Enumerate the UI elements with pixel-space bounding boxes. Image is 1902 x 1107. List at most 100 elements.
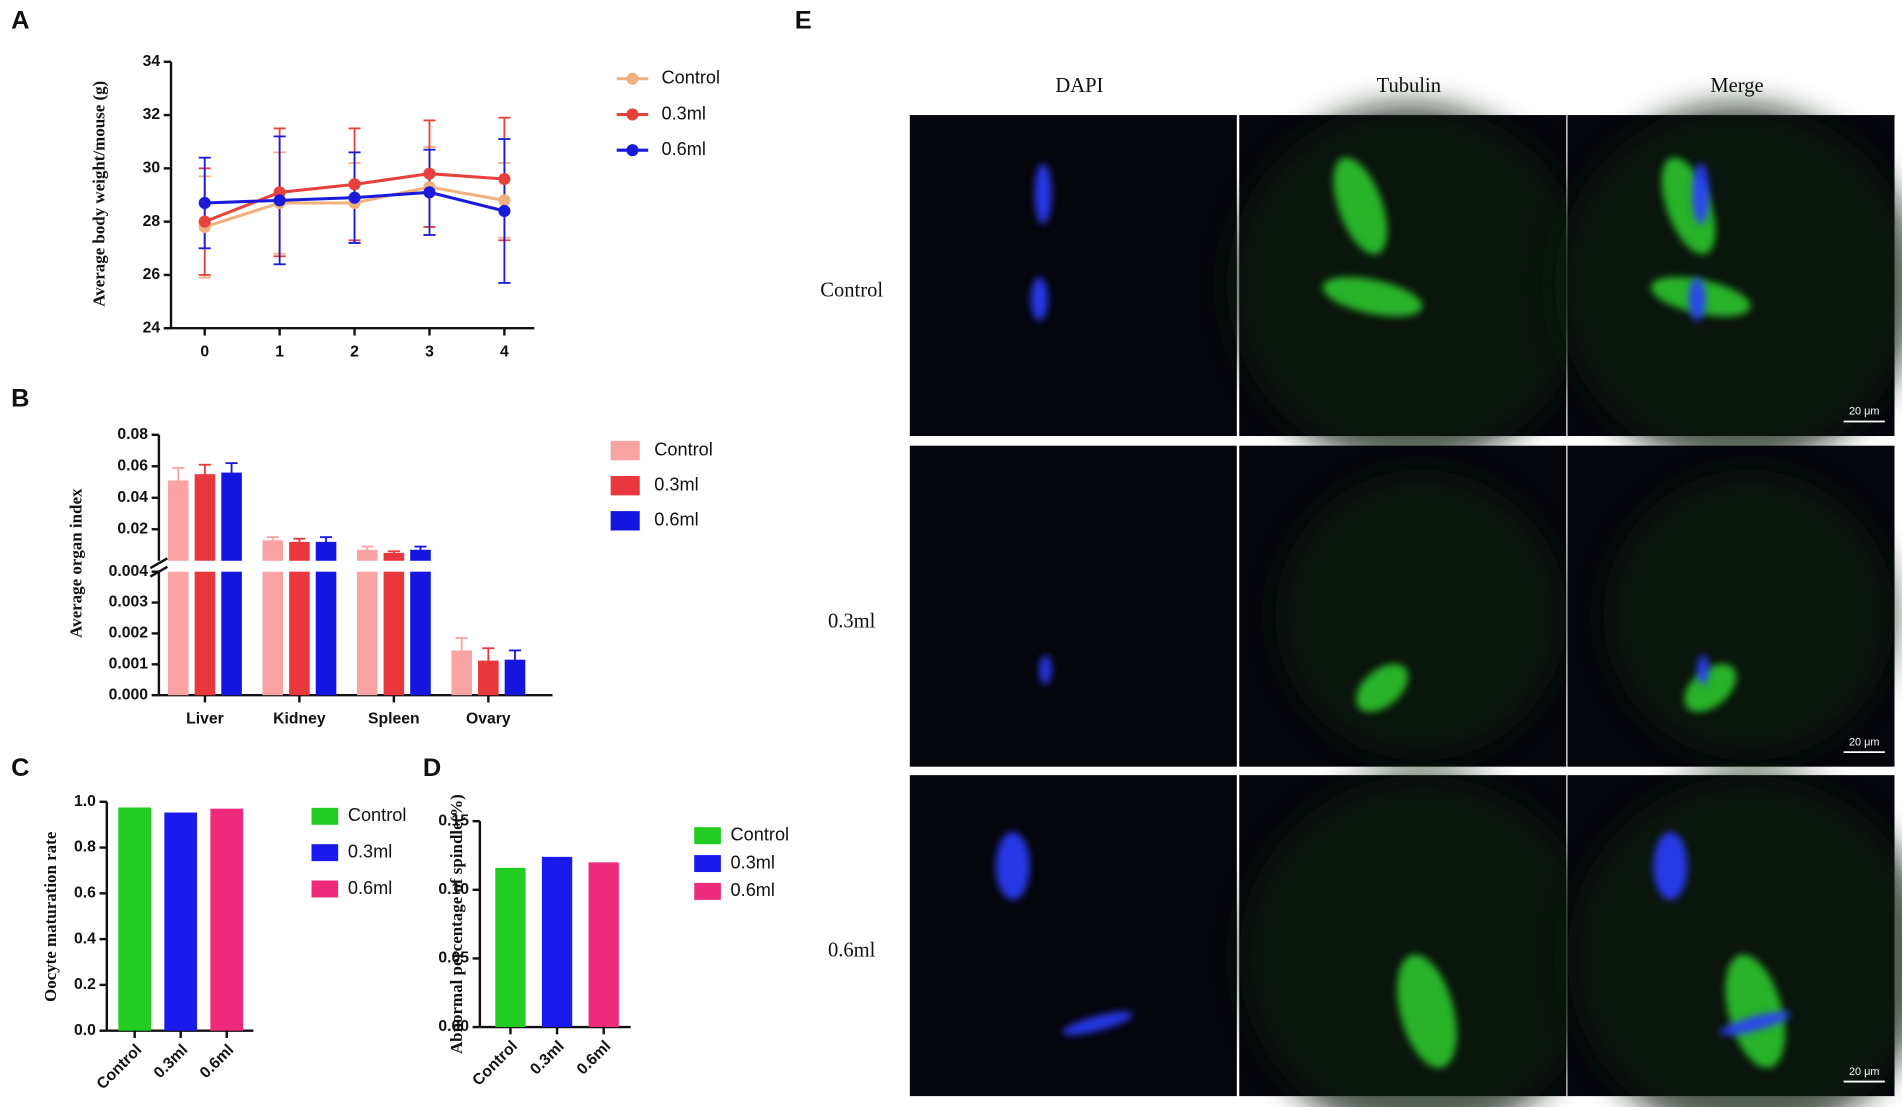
bar <box>495 867 526 1028</box>
marker <box>273 194 286 207</box>
error-bar <box>482 647 495 674</box>
bar <box>194 474 216 561</box>
y-tick-label: 0.04 <box>117 489 148 506</box>
y-axis-label: Average organ index <box>67 488 86 638</box>
legend-swatch <box>694 855 721 873</box>
cell-outline <box>1275 469 1567 761</box>
error-bar <box>361 545 374 554</box>
error-bar <box>455 637 468 664</box>
bar <box>383 571 405 696</box>
chromosomes <box>1688 277 1706 321</box>
y-tick-label: 0.2 <box>74 976 96 993</box>
bar <box>221 472 242 561</box>
legend-swatch <box>610 475 640 496</box>
panel-label: B <box>11 384 29 412</box>
legend-label: 0.3ml <box>731 852 775 872</box>
x-tick-label: 2 <box>350 344 359 361</box>
marker <box>423 186 436 199</box>
y-tick-label: 0.02 <box>117 520 148 537</box>
chromosomes <box>1030 277 1048 321</box>
spindle <box>1333 157 1388 255</box>
y-tick-label: 0.002 <box>109 625 149 642</box>
legend-label: Control <box>662 68 721 88</box>
y-tick-label: 0.001 <box>109 655 149 672</box>
y-tick-label: 0.06 <box>117 457 148 474</box>
x-tick-label: Kidney <box>273 711 326 728</box>
bar <box>167 571 189 696</box>
axis-break <box>149 557 168 570</box>
bar <box>289 571 310 696</box>
spindle <box>1397 954 1457 1068</box>
y-tick-label: 26 <box>143 266 161 283</box>
y-tick-label: 32 <box>143 106 161 123</box>
row-label: 0.6ml <box>828 940 876 962</box>
bar <box>356 571 378 696</box>
error-bar <box>225 462 238 483</box>
panel-label: D <box>423 754 441 782</box>
legend-marker <box>626 108 639 121</box>
bar <box>262 540 284 561</box>
error-bar <box>387 550 400 556</box>
bar <box>410 549 431 561</box>
marker <box>348 191 361 204</box>
marker <box>498 194 511 207</box>
bar <box>315 571 337 696</box>
error-bar <box>508 649 522 670</box>
x-tick-label: 0 <box>200 344 209 361</box>
legend-swatch <box>694 882 721 900</box>
bar <box>478 660 499 696</box>
column-label: DAPI <box>1055 75 1103 97</box>
y-tick-label: 1.0 <box>74 793 96 810</box>
legend-swatch <box>311 807 339 825</box>
y-tick-label: 0.8 <box>74 839 96 856</box>
legend-label: 0.6ml <box>662 139 706 159</box>
chromosomes <box>1034 163 1052 225</box>
legend-label: 0.3ml <box>662 103 706 123</box>
chromosomes <box>1062 1011 1133 1036</box>
legend-label: Control <box>654 439 713 459</box>
legend-swatch <box>311 880 339 898</box>
x-tick-label: 1 <box>275 344 284 361</box>
spindle <box>1725 954 1786 1068</box>
bar <box>541 856 573 1028</box>
chromosomes <box>1653 832 1688 900</box>
y-tick-label: 28 <box>143 213 161 230</box>
x-tick-label: 0.3ml <box>151 1041 191 1081</box>
y-tick-label: 0.004 <box>109 563 149 580</box>
marker <box>498 172 511 186</box>
y-tick-label: 0.0 <box>74 1022 96 1039</box>
y-axis-label: Abnormal percentage of spindle(%) <box>447 794 466 1054</box>
legend-marker <box>626 144 639 157</box>
marker <box>498 204 511 218</box>
chromosomes <box>995 832 1030 900</box>
x-tick-label: 0.6ml <box>197 1041 237 1081</box>
cell-outline <box>1239 775 1603 1107</box>
panel-label: E <box>795 7 812 35</box>
y-tick-label: 0.000 <box>109 686 149 703</box>
y-tick-label: 0.10 <box>438 881 469 898</box>
micrograph <box>909 115 1237 437</box>
error-bar <box>319 536 333 548</box>
y-tick-label: 0.00 <box>438 1018 469 1035</box>
panel-label: A <box>11 7 29 35</box>
legend-label: 0.6ml <box>348 878 392 898</box>
scale-bar-label: 20 μm <box>1849 406 1880 418</box>
x-tick-label: 3 <box>425 344 434 361</box>
bar <box>194 571 216 696</box>
legend-swatch <box>610 511 640 531</box>
legend-label: Control <box>731 824 790 844</box>
x-tick-label: Control <box>469 1038 521 1090</box>
error-bar <box>414 545 427 554</box>
chromosomes <box>1692 163 1710 225</box>
y-axis-label: Average body weight/mouse (g) <box>90 81 109 307</box>
scale-bar-label: 20 μm <box>1849 1066 1880 1078</box>
chromosomes <box>1039 655 1052 685</box>
x-tick-label: Liver <box>186 711 224 728</box>
marker <box>348 178 361 191</box>
y-tick-label: 30 <box>143 160 161 177</box>
spindle <box>1661 157 1716 255</box>
legend-swatch <box>311 844 339 862</box>
spindle <box>1356 664 1409 712</box>
error-bar <box>266 536 279 545</box>
row-label: Control <box>820 280 883 302</box>
